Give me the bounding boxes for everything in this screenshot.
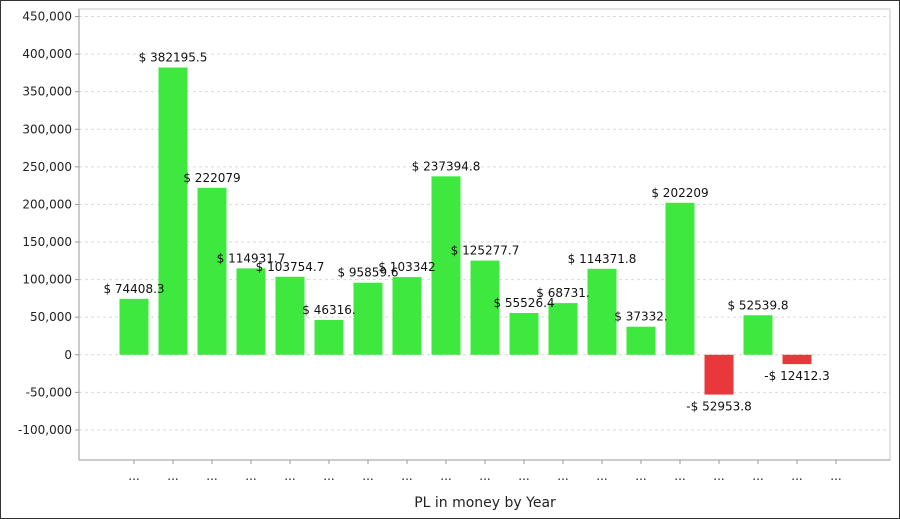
bar — [392, 277, 422, 355]
bar — [314, 319, 344, 355]
x-tick-label: ... — [557, 469, 568, 483]
data-label: $ 114931.7 — [217, 251, 286, 265]
y-tick-label: 200,000 — [22, 197, 72, 211]
x-tick-label: ... — [401, 469, 412, 483]
y-tick-label: 100,000 — [22, 273, 72, 287]
y-tick-label: 400,000 — [22, 47, 72, 61]
label-layer: $ 74408.3$ 382195.5$ 222079$ 114931.7$ 1… — [103, 50, 829, 413]
data-label: $ 55526.4 — [493, 296, 554, 310]
x-tick-label: ... — [167, 469, 178, 483]
x-tick-label: ... — [206, 469, 217, 483]
y-tick-label: -100,000 — [18, 423, 72, 437]
bar — [548, 303, 578, 355]
x-tick-label: ... — [440, 469, 451, 483]
bar — [743, 315, 773, 355]
bar — [431, 176, 461, 355]
data-label: $ 222079 — [183, 171, 240, 185]
bar — [275, 276, 305, 355]
bar — [782, 354, 812, 365]
data-label: $ 103342 — [378, 260, 435, 274]
bar — [509, 313, 539, 355]
data-label: $ 202209 — [651, 186, 708, 200]
data-label: $ 74408.3 — [103, 282, 164, 296]
x-tick-label: ... — [752, 469, 763, 483]
y-tick-label: 150,000 — [22, 235, 72, 249]
data-label: $ 68731. — [536, 286, 589, 300]
x-tick-label: ... — [518, 469, 529, 483]
data-label: $ 37332. — [614, 310, 667, 324]
bar — [626, 326, 656, 355]
x-axis-title: PL in money by Year — [414, 495, 556, 511]
y-tick-label: -50,000 — [26, 385, 72, 399]
bar — [353, 282, 383, 355]
data-label: $ 52539.8 — [727, 298, 788, 312]
x-tick-label: ... — [362, 469, 373, 483]
x-tick-label: ... — [791, 469, 802, 483]
x-tick-label: ... — [596, 469, 607, 483]
data-label: $ 125277.7 — [451, 244, 520, 258]
data-label: -$ 52953.8 — [686, 400, 751, 414]
x-tick-label: ... — [635, 469, 646, 483]
data-label: $ 114371.8 — [568, 252, 637, 266]
data-label: $ 46316. — [302, 303, 355, 317]
axis-layer: -100,000 -50,000 0 50,000 100,000 150,000 200,… — [18, 8, 891, 483]
x-tick-label: ... — [674, 469, 685, 483]
data-label: $ 237394.8 — [412, 159, 481, 173]
bar — [704, 354, 734, 395]
y-tick-label: 450,000 — [22, 10, 72, 24]
y-tick-label: 300,000 — [22, 122, 72, 136]
bar — [470, 260, 500, 355]
x-tick-label: ... — [128, 469, 139, 483]
x-tick-label: ... — [284, 469, 295, 483]
y-tick-label: 50,000 — [30, 310, 72, 324]
data-label: $ 103754.7 — [256, 260, 325, 274]
bar — [197, 187, 227, 355]
x-tick-label: ... — [713, 469, 724, 483]
x-tick-label: ... — [245, 469, 256, 483]
data-label: $ 382195.5 — [139, 50, 208, 64]
bar — [587, 268, 617, 355]
data-label: -$ 12412.3 — [764, 369, 829, 383]
y-tick-label: 350,000 — [22, 85, 72, 99]
data-label: $ 95859.6 — [337, 266, 398, 280]
bar — [236, 268, 266, 355]
y-tick-label: 250,000 — [22, 160, 72, 174]
bar — [665, 202, 695, 355]
y-tick-label: 0 — [64, 348, 72, 362]
x-tick-label: ... — [323, 469, 334, 483]
bar-layer — [119, 67, 812, 395]
bar — [119, 298, 149, 355]
x-tick-label: ... — [830, 469, 841, 483]
bar — [158, 67, 188, 355]
x-tick-label: ... — [479, 469, 490, 483]
